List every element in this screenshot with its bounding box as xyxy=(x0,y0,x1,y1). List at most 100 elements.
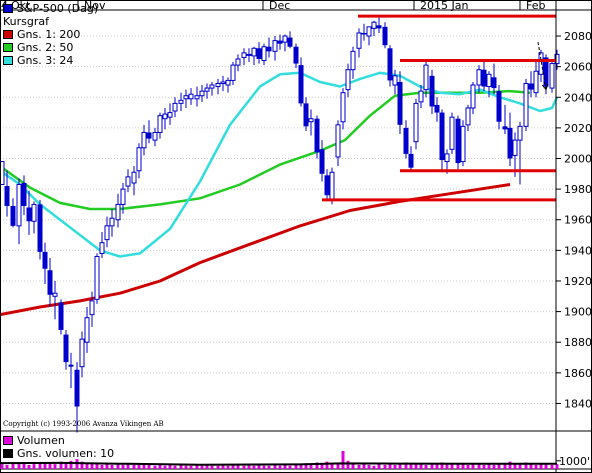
candle-body-up xyxy=(172,102,178,112)
volume-bar xyxy=(69,460,73,469)
volume-bar xyxy=(283,464,287,469)
volume-bar xyxy=(126,464,130,469)
volume-bar xyxy=(132,464,136,469)
candle-body-up xyxy=(162,113,168,120)
volume-bar xyxy=(147,464,151,469)
x-tick-label: Nov xyxy=(84,0,106,12)
candle-body-up xyxy=(109,217,115,227)
candle-body-up xyxy=(533,70,539,94)
candle-body-up xyxy=(204,87,210,92)
volume-bar xyxy=(116,464,120,469)
candle-body-up xyxy=(335,124,341,158)
candle-body-down xyxy=(277,40,283,44)
candle-body-down xyxy=(429,75,435,107)
volume-bar xyxy=(341,451,345,469)
y-tick-label: 2020 xyxy=(564,122,592,135)
candle-body-down xyxy=(319,149,325,174)
annotation-arrowhead xyxy=(541,83,549,91)
volume-bar xyxy=(492,464,496,469)
candle-body-up xyxy=(272,40,278,52)
volume-bar xyxy=(404,462,408,469)
volume-bar xyxy=(497,464,501,469)
volume-bar xyxy=(336,463,340,469)
candle-body-up xyxy=(84,317,90,343)
volume-bar xyxy=(257,464,261,469)
legend-item-kursgraf: Kursgraf xyxy=(3,15,98,28)
candle-body-up xyxy=(476,69,482,86)
volume-bar xyxy=(534,464,538,469)
volume-bar xyxy=(32,464,36,469)
volume-bar xyxy=(544,464,548,469)
volume-bar xyxy=(226,465,230,469)
candle-body-up xyxy=(538,52,544,75)
volume-bar xyxy=(5,464,9,469)
candle-body-down xyxy=(298,65,304,104)
candle-body-up xyxy=(261,46,267,62)
moving-average-line xyxy=(0,183,511,317)
candle-body-up xyxy=(235,58,241,66)
candle-body-down xyxy=(74,369,80,407)
volume-bar xyxy=(17,464,21,469)
volume-bar xyxy=(267,465,271,469)
y-tick-label: 1860 xyxy=(564,367,592,380)
candle-body-up xyxy=(115,203,121,221)
volume-bar xyxy=(450,463,454,469)
volume-bar xyxy=(304,463,308,469)
y-tick-label: 1880 xyxy=(564,336,592,349)
y-tick-label: 1960 xyxy=(564,214,592,227)
candle-body-down xyxy=(496,91,502,122)
volume-bar xyxy=(508,461,512,469)
volume-bar xyxy=(518,464,522,469)
volume-bar xyxy=(315,462,319,469)
volume-bar xyxy=(105,464,109,469)
volume-bar xyxy=(137,464,141,469)
candle-body-up xyxy=(251,47,257,57)
candle-body-down xyxy=(26,207,32,222)
volume-bar xyxy=(288,465,292,469)
candle-body-up xyxy=(554,53,560,65)
volume-bar xyxy=(419,464,423,469)
candle-body-up xyxy=(125,176,131,187)
volume-bar xyxy=(110,464,114,469)
y-tick-label: 2080 xyxy=(564,30,592,43)
candle-body-up xyxy=(16,184,22,227)
candle-body-up xyxy=(183,95,189,100)
candle-body-up xyxy=(209,84,215,89)
volume-panel: 1000'' xyxy=(0,451,592,469)
candle-body-down xyxy=(287,37,293,47)
candle-body-up xyxy=(418,90,424,103)
volume-bar xyxy=(445,464,449,469)
candle-body-up xyxy=(199,90,205,97)
volume-bar xyxy=(529,464,533,469)
candle-body-up xyxy=(465,107,471,126)
candle-body-up xyxy=(167,112,173,118)
candle-body-up xyxy=(230,64,236,81)
volume-bar xyxy=(163,465,167,469)
volume-bar xyxy=(456,464,460,469)
volume-bar xyxy=(236,464,240,469)
volume-bar xyxy=(513,463,517,469)
volume-bar xyxy=(325,461,329,469)
candle-body-down xyxy=(361,32,367,35)
volume-bar xyxy=(85,463,89,469)
candle-body-up xyxy=(308,118,314,123)
volume-bar xyxy=(184,465,188,469)
volume-bar xyxy=(64,462,68,469)
volume-bar xyxy=(278,465,282,469)
volume-bar xyxy=(503,463,507,469)
volume-bar xyxy=(409,463,413,469)
candle-body-down xyxy=(403,127,409,154)
y-tick-label: 2060 xyxy=(564,61,592,74)
y-tick-label: 2040 xyxy=(564,91,592,104)
candle-body-down xyxy=(314,118,320,153)
legend-label-volume: Volumen xyxy=(17,434,65,447)
candle-body-up xyxy=(178,99,184,104)
volume-bar xyxy=(555,464,559,469)
y-tick-label: 1840 xyxy=(564,397,592,410)
legend-label-ma50: Gns. 2: 50 xyxy=(17,41,74,54)
candle-body-up xyxy=(340,92,346,123)
candle-body-up xyxy=(68,364,74,367)
candle-body-down xyxy=(408,153,414,168)
candle-body-down xyxy=(382,26,388,46)
